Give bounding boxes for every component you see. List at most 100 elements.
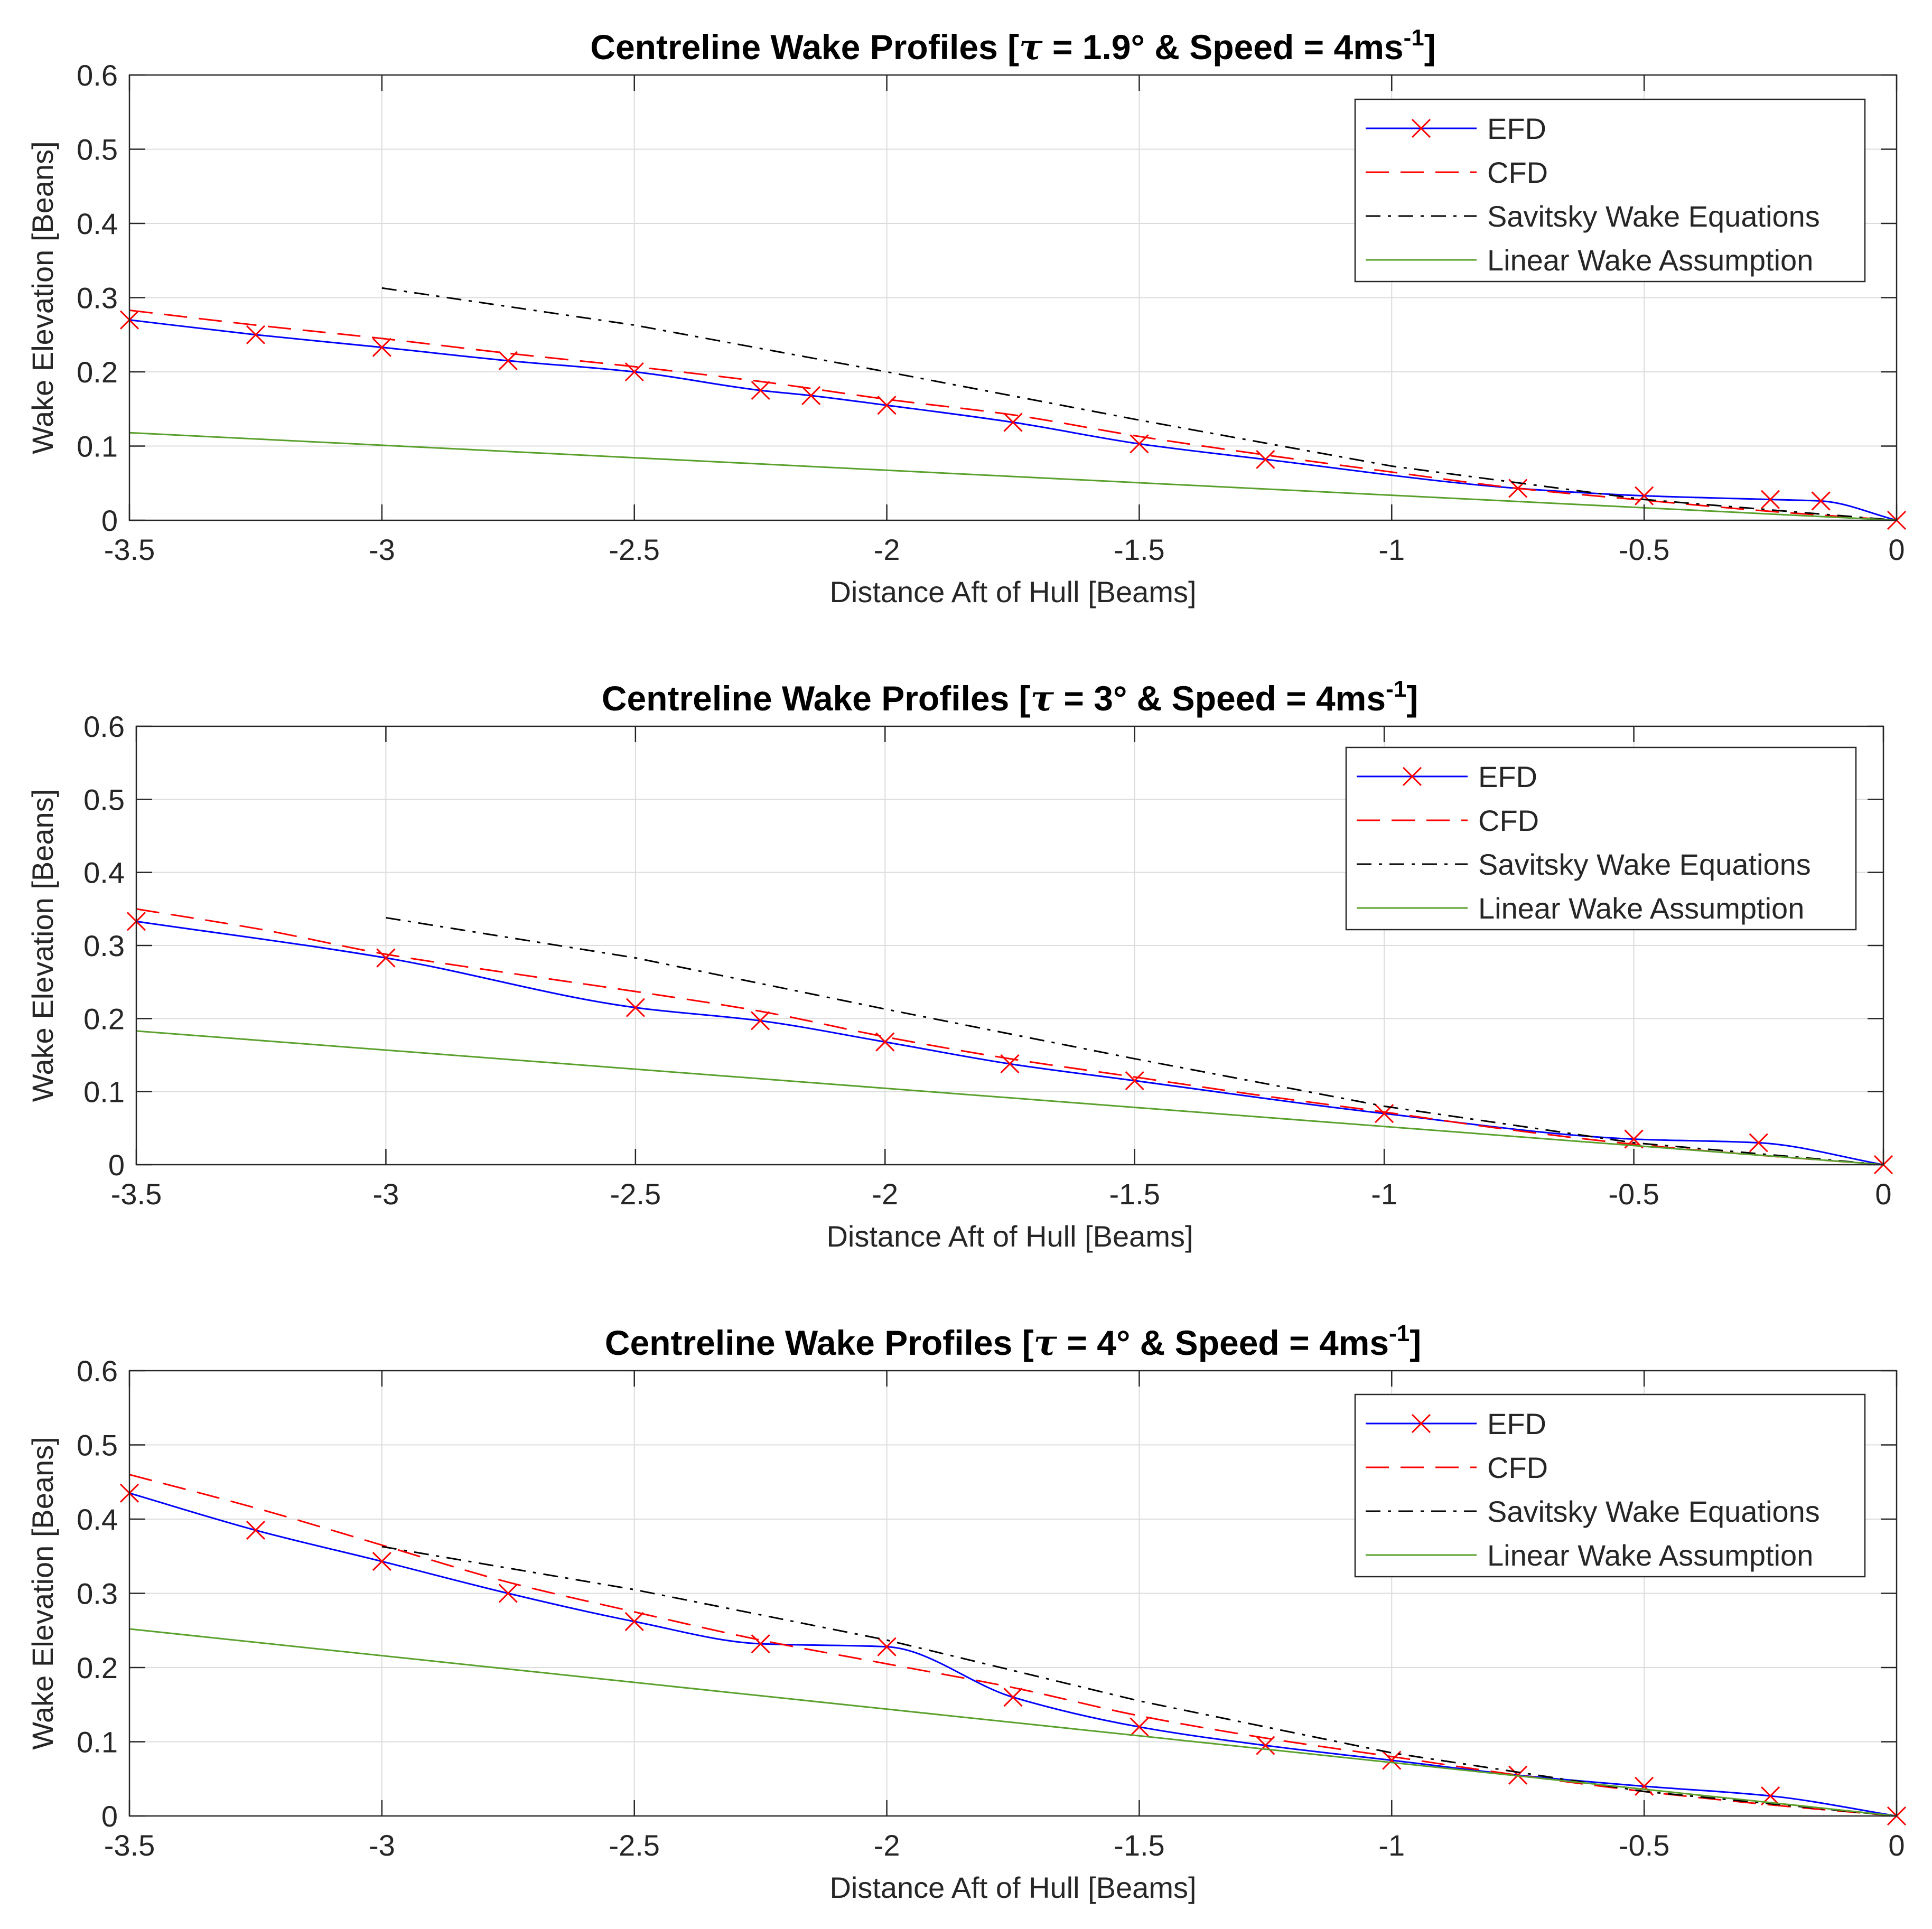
legend-label: EFD [1487,112,1546,145]
legend-item-cfd: CFD [1366,156,1548,189]
y-tick-label: 0 [108,1148,125,1182]
efd-marker [1811,491,1831,511]
legend-label: Linear Wake Assumption [1487,1539,1813,1572]
chart-title: Centreline Wake Profiles [τ = 3° & Speed… [602,676,1418,719]
x-tick-label: -1 [1378,533,1405,566]
efd-marker [1635,486,1654,505]
x-tick-label: -3.5 [111,1177,162,1211]
legend: EFD CFD Savitsky Wake Equations Linear Wake… [1354,98,1866,283]
x-tick-label: -2 [872,1177,898,1211]
legend-item-cfd: CFD [1357,804,1539,837]
x-tick-label: -0.5 [1619,1829,1670,1862]
x-tick-label: -3 [373,1177,399,1211]
x-tick-label: -3 [369,1829,395,1862]
chart-panel-3: -3.5 -3 -2.5 -2 -1.5 -1 -0.5 0 0 0.1 0.2 0.3 0.4 0.5 0… [26,1321,1907,1904]
legend-label: Linear Wake Assumption [1478,892,1804,925]
series-line-linear-wake-assumption [129,432,1897,521]
x-tick-label: -2.5 [610,1177,661,1211]
legend-label: Savitsky Wake Equations [1487,1495,1820,1528]
chart-title: Centreline Wake Profiles [τ = 1.9° & Spe… [590,25,1435,68]
efd-marker [751,1634,770,1654]
legend-box [1354,98,1866,283]
legend-marker [1402,766,1422,786]
legend-label: CFD [1487,1451,1548,1484]
x-tick-label: -1.5 [1114,1829,1165,1862]
x-tick-label: -1 [1378,1829,1405,1862]
series-line-linear-wake-assumption [129,1628,1897,1817]
y-tick-label: 0.4 [77,207,118,240]
y-axis-label: Wake Elevation [Beans] [26,1437,59,1749]
y-tick-label: 0.4 [77,1503,118,1536]
efd-marker [1256,450,1275,469]
efd-marker [1003,1688,1023,1707]
y-tick-label: 0.2 [77,355,118,389]
efd-marker [1761,490,1780,509]
series-line-cfd [129,1474,1897,1817]
efd-marker [801,386,821,406]
y-tick-label: 0.6 [77,59,118,92]
y-axis-label: Wake Elevation [Beans] [26,141,59,454]
x-tick-label: -2 [874,1829,900,1862]
efd-marker [498,1584,518,1603]
legend-item-efd: EFD [1366,1407,1546,1440]
legend-item-savitsky-wake-equations: Savitsky Wake Equations [1366,1495,1820,1528]
efd-marker [1125,1071,1144,1090]
series-line-linear-wake-assumption [136,1030,1884,1166]
efd-marker [246,325,265,344]
legend-label: Savitsky Wake Equations [1487,200,1820,233]
x-tick-label: -1.5 [1114,533,1165,566]
legend-item-linear-wake-assumption: Linear Wake Assumption [1366,1539,1813,1572]
x-axis-label: Distance Aft of Hull [Beams] [829,575,1196,608]
y-tick-label: 0.5 [77,1429,118,1462]
y-tick-label: 0.1 [77,1726,118,1759]
x-tick-label: -3.5 [104,533,155,566]
efd-marker [751,1011,770,1031]
legend: EFD CFD Savitsky Wake Equations Linear Wake… [1354,1393,1866,1578]
x-tick-label: -0.5 [1619,533,1670,566]
chart-title: Centreline Wake Profiles [τ = 4° & Speed… [605,1321,1421,1363]
y-tick-label: 0.4 [83,856,125,889]
legend: EFD CFD Savitsky Wake Equations Linear Wake… [1345,746,1857,931]
efd-marker [1749,1133,1768,1153]
legend-item-savitsky-wake-equations: Savitsky Wake Equations [1357,848,1811,881]
legend-label: CFD [1487,156,1548,189]
x-tick-label: 0 [1888,533,1905,566]
legend-box [1354,1393,1866,1578]
legend-label: EFD [1478,760,1537,793]
legend-item-efd: EFD [1357,760,1537,793]
y-tick-label: 0.3 [77,282,118,315]
x-tick-label: 0 [1875,1177,1891,1211]
y-tick-label: 0 [101,1800,118,1833]
series-line-cfd [129,309,1897,521]
y-tick-label: 0.2 [77,1651,118,1684]
efd-marker [877,1637,897,1656]
y-tick-label: 0.3 [77,1577,118,1610]
efd-marker [372,338,391,357]
series-line-cfd [136,908,1884,1166]
legend-item-efd: EFD [1366,112,1546,145]
series-line-savitsky-wake-equations [381,287,1897,521]
efd-marker [626,998,645,1017]
efd-marker [376,948,396,968]
x-axis-label: Distance Aft of Hull [Beams] [826,1220,1193,1253]
x-tick-label: -3.5 [104,1829,155,1862]
x-tick-label: -2.5 [609,533,660,566]
y-tick-label: 0.6 [83,710,125,743]
chart-panel-2: -3.5 -3 -2.5 -2 -1.5 -1 -0.5 0 0 0.1 0.2 0.3 0.4 0.5 0… [26,676,1893,1253]
x-tick-label: -2.5 [609,1829,660,1862]
y-tick-label: 0.1 [83,1075,125,1109]
efd-marker [1130,1717,1149,1737]
x-tick-label: -2 [874,533,900,566]
legend-box [1345,746,1857,931]
y-tick-label: 0.5 [83,783,125,816]
efd-marker [246,1521,265,1540]
y-tick-label: 0.3 [83,929,125,962]
y-tick-label: 0 [101,504,118,537]
y-tick-label: 0.5 [77,133,118,166]
legend-label: Savitsky Wake Equations [1478,848,1811,881]
series-line-savitsky-wake-equations [381,1546,1897,1817]
legend-marker [1411,1413,1431,1434]
legend-marker [1411,118,1431,138]
efd-marker [372,1552,391,1571]
